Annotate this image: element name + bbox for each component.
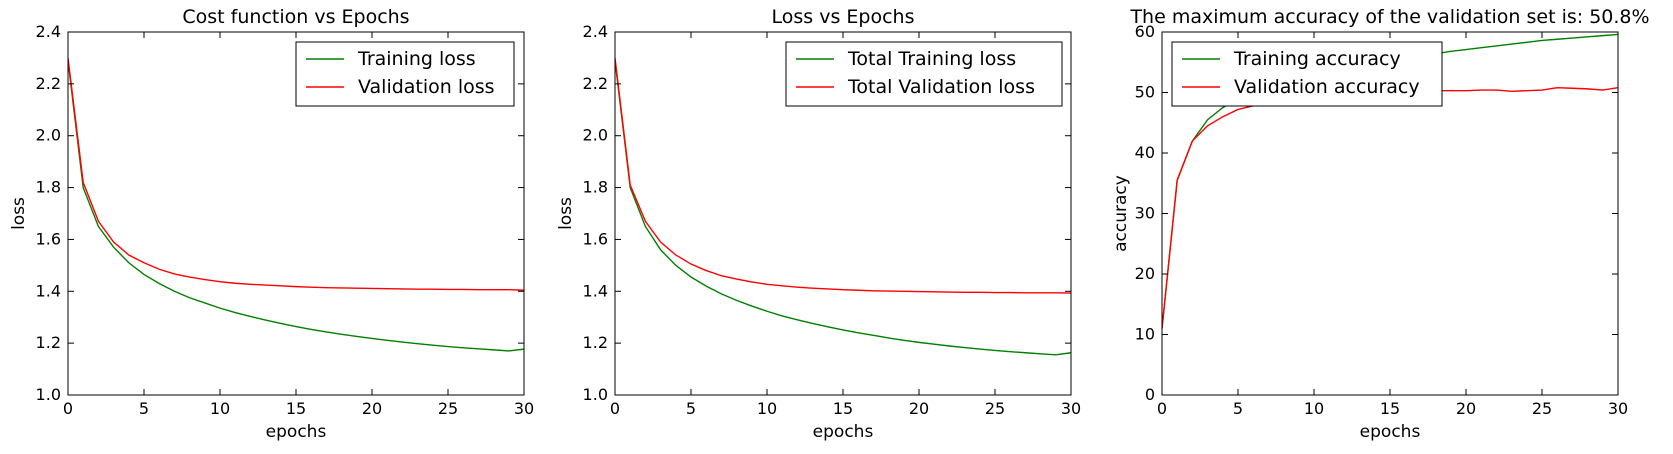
y-axis-label: loss <box>556 197 576 230</box>
y-tick-label: 1.8 <box>583 178 608 197</box>
y-tick-label: 2.2 <box>583 74 608 93</box>
x-tick-label: 25 <box>985 399 1005 418</box>
x-tick-label: 0 <box>610 399 620 418</box>
y-axis-label: loss <box>9 197 29 230</box>
series-line-2 <box>68 57 524 291</box>
series-line-1 <box>615 60 1071 356</box>
y-tick-label: 2.4 <box>36 22 61 41</box>
x-tick-label: 25 <box>1532 399 1552 418</box>
x-tick-label: 20 <box>1456 399 1476 418</box>
chart-3: 0 5 10 15 20 25 30 0 10 20 30 40 50 60 epochs accuracy T… <box>1111 6 1650 442</box>
chart-title: The maximum accuracy of the validation s… <box>1129 6 1649 28</box>
y-tick-label: 20 <box>1135 264 1155 283</box>
y-tick-label: 1.4 <box>583 281 608 300</box>
y-tick-label: 60 <box>1135 22 1155 41</box>
y-tick-label: 2.2 <box>36 74 61 93</box>
x-tick-label: 10 <box>210 399 230 418</box>
legend-entry: Training accuracy <box>1233 48 1401 70</box>
y-tick-label: 1.8 <box>36 178 61 197</box>
y-axis-label: accuracy <box>1111 175 1131 252</box>
series-line-2 <box>1162 86 1618 329</box>
x-tick-label: 10 <box>1304 399 1324 418</box>
legend-entry: Total Training loss <box>847 48 1016 70</box>
x-tick-label: 20 <box>362 399 382 418</box>
x-axis-label: epochs <box>813 422 874 442</box>
x-axis-label: epochs <box>266 422 327 442</box>
legend-box <box>295 41 515 107</box>
y-tick-label: 1.2 <box>36 333 61 352</box>
y-tick-label: 10 <box>1135 325 1155 344</box>
y-tick-label: 50 <box>1135 83 1155 102</box>
legend: Training loss Validation loss <box>295 41 515 107</box>
y-tick-label: 40 <box>1135 143 1155 162</box>
series-line-2 <box>615 57 1071 294</box>
x-tick-label: 15 <box>1380 399 1400 418</box>
y-tick-label: 1.6 <box>583 229 608 248</box>
legend-box <box>1171 41 1443 107</box>
x-tick-label: 15 <box>286 399 306 418</box>
y-tick-label: 2.0 <box>583 126 608 145</box>
y-tick-label: 30 <box>1135 204 1155 223</box>
legend-entry: Training loss <box>357 48 476 70</box>
legend-entry: Validation accuracy <box>1234 76 1420 98</box>
x-tick-label: 30 <box>1061 399 1081 418</box>
y-tick-label: 1.0 <box>36 385 61 404</box>
chart-title: Cost function vs Epochs <box>182 6 409 28</box>
x-tick-label: 30 <box>1608 399 1628 418</box>
x-axis-label: epochs <box>1360 422 1421 442</box>
y-tick-label: 2.0 <box>36 126 61 145</box>
x-tick-label: 0 <box>63 399 73 418</box>
y-tick-label: 1.6 <box>36 229 61 248</box>
x-tick-label: 5 <box>1233 399 1243 418</box>
legend-entry: Validation loss <box>358 76 495 98</box>
legend: Total Training loss Total Validation loss <box>785 41 1063 107</box>
x-tick-label: 20 <box>909 399 929 418</box>
x-tick-label: 5 <box>686 399 696 418</box>
x-tick-label: 10 <box>757 399 777 418</box>
y-tick-label: 0 <box>1145 385 1155 404</box>
y-tick-label: 1.2 <box>583 333 608 352</box>
legend-box <box>785 41 1063 107</box>
x-tick-label: 30 <box>514 399 534 418</box>
chart-2: 0 5 10 15 20 25 30 1.0 1.2 1.4 1.6 1.8 2.0 2.2 2.4 epoc… <box>556 6 1081 442</box>
chart-title: Loss vs Epochs <box>772 6 915 28</box>
y-tick-label: 2.4 <box>583 22 608 41</box>
y-tick-label: 1.0 <box>583 385 608 404</box>
x-tick-label: 0 <box>1157 399 1167 418</box>
series-line-1 <box>68 60 524 352</box>
x-tick-label: 5 <box>139 399 149 418</box>
chart-1: 0 5 10 15 20 25 30 1.0 1.2 1.4 1.6 1.8 2.0 2.2 2.4 epoc… <box>9 6 534 442</box>
x-tick-label: 15 <box>833 399 853 418</box>
legend: Training accuracy Validation accuracy <box>1171 41 1443 107</box>
x-tick-label: 25 <box>438 399 458 418</box>
y-tick-label: 1.4 <box>36 281 61 300</box>
legend-entry: Total Validation loss <box>847 76 1035 98</box>
